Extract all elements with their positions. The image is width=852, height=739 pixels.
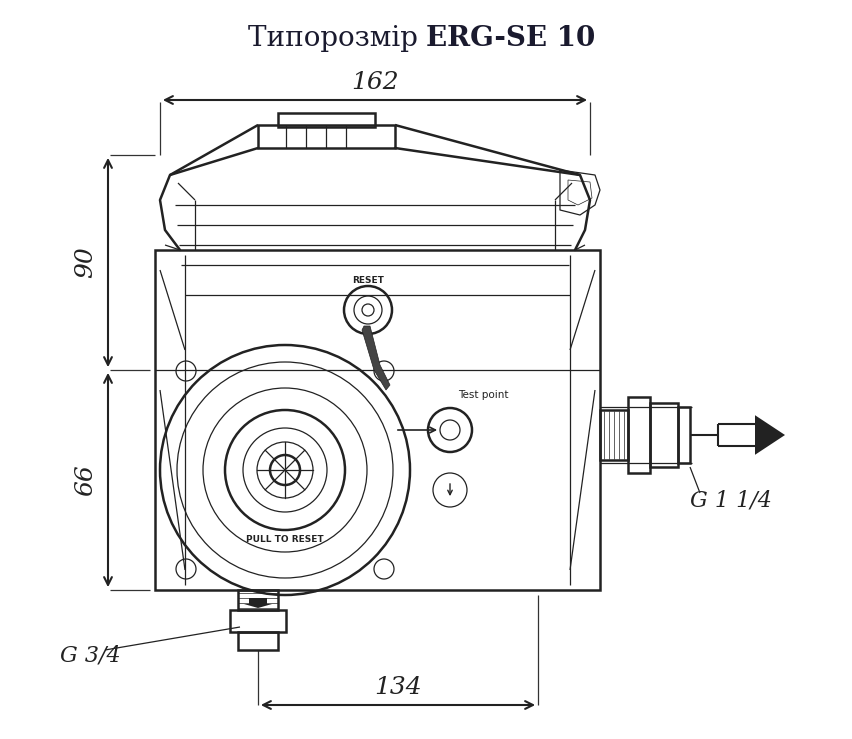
Bar <box>257 125 394 148</box>
Text: RESET: RESET <box>352 276 383 285</box>
Bar <box>599 410 627 460</box>
Bar <box>238 590 278 610</box>
Polygon shape <box>244 598 272 608</box>
Text: G 3/4: G 3/4 <box>60 644 120 666</box>
Text: 66: 66 <box>74 464 97 496</box>
Bar <box>278 113 375 127</box>
Bar <box>649 403 677 467</box>
Text: 162: 162 <box>351 70 399 94</box>
Text: ERG-SE 10: ERG-SE 10 <box>426 24 595 52</box>
Text: PULL TO RESET: PULL TO RESET <box>246 536 324 545</box>
Polygon shape <box>754 415 784 454</box>
Bar <box>230 610 285 632</box>
Text: Типорозмір: Типорозмір <box>247 24 426 52</box>
Bar <box>238 632 278 650</box>
Polygon shape <box>361 326 389 390</box>
Text: G 1 1/4: G 1 1/4 <box>689 489 771 511</box>
Bar <box>155 250 599 590</box>
Bar <box>627 397 649 473</box>
Text: 90: 90 <box>74 247 97 279</box>
Text: Test point: Test point <box>458 390 508 400</box>
Text: 134: 134 <box>374 675 422 698</box>
Bar <box>677 407 689 463</box>
